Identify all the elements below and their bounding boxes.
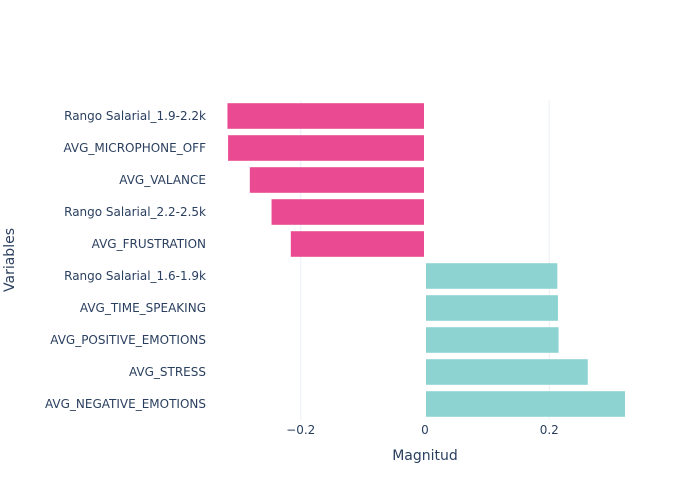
bar [425,295,558,321]
y-tick-label: AVG_NEGATIVE_EMOTIONS [45,397,206,411]
bar [425,327,559,353]
y-tick-label: Rango Salarial_1.6-1.9k [64,269,206,283]
x-axis-title: Magnitud [392,448,458,464]
bar [425,263,558,289]
y-axis-title: Variables [2,228,18,292]
bar [425,391,626,417]
y-tick-label: AVG_VALANCE [119,173,206,187]
bar [271,199,425,225]
x-tick-labels: −0.2 0 0.2 [286,423,559,437]
y-tick-labels: Rango Salarial_1.9-2.2k AVG_MICROPHONE_OF… [45,109,206,411]
y-tick-label: AVG_MICROPHONE_OFF [63,141,206,155]
bar [249,167,425,193]
x-tick-label: 0.2 [540,423,559,437]
x-tick-label: 0 [421,423,429,437]
x-tick-label: −0.2 [286,423,315,437]
y-tick-label: AVG_STRESS [129,365,206,379]
y-tick-label: Rango Salarial_2.2-2.5k [64,205,206,219]
y-tick-label: Rango Salarial_1.9-2.2k [64,109,206,123]
bar [227,103,425,129]
y-tick-label: AVG_POSITIVE_EMOTIONS [50,333,206,347]
bar-layer [227,103,626,417]
bar [290,231,425,257]
y-tick-label: AVG_TIME_SPEAKING [80,301,206,315]
bar [425,359,588,385]
y-tick-label: AVG_FRUSTRATION [92,237,206,251]
bar [228,135,425,161]
